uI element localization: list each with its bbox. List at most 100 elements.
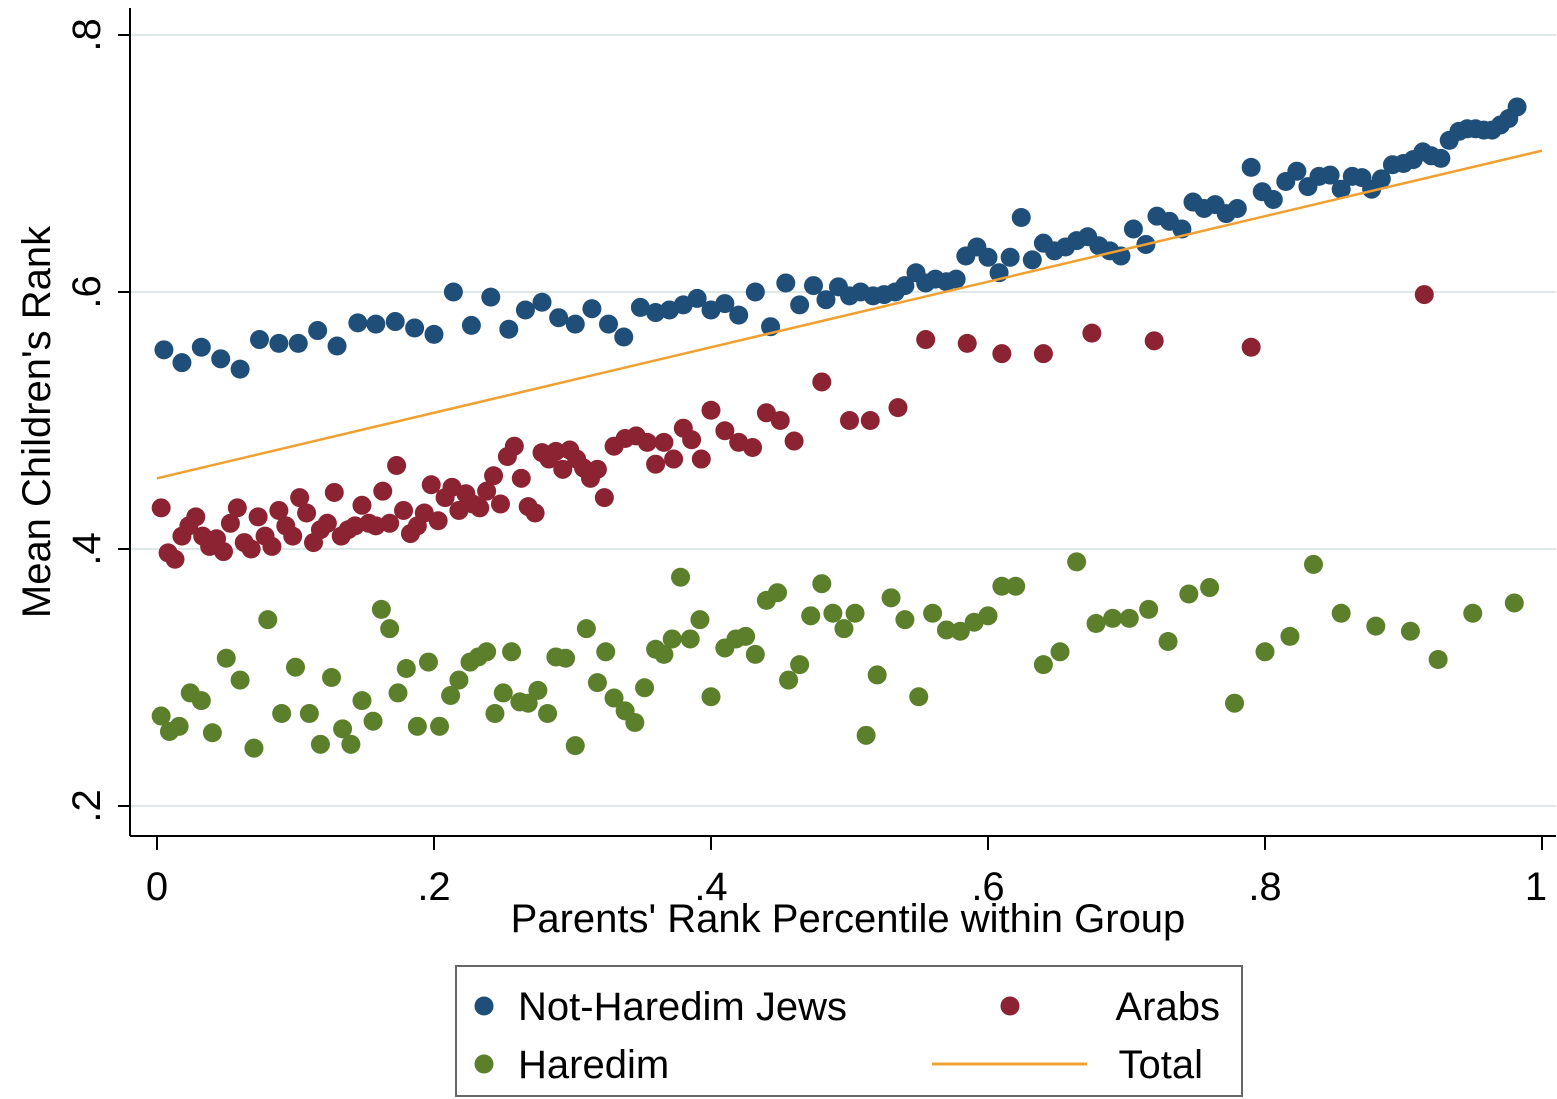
point-arabs-21 xyxy=(297,503,317,523)
point-not-haredim-jews-18 xyxy=(499,319,519,339)
point-arabs-74 xyxy=(691,449,711,469)
legend-label-arabs: Arabs xyxy=(1116,985,1221,1029)
point-haredim-63 xyxy=(801,606,821,626)
point-arabs-80 xyxy=(770,411,790,430)
point-arabs-38 xyxy=(414,503,434,523)
x-tick-label-0: 0 xyxy=(146,865,168,909)
point-haredim-73 xyxy=(923,603,943,623)
y-tick-label-0: .2 xyxy=(65,789,109,822)
point-haredim-74 xyxy=(936,620,956,640)
point-arabs-89 xyxy=(1033,344,1053,364)
point-arabs-13 xyxy=(241,539,261,559)
point-arabs-0 xyxy=(151,498,171,518)
point-arabs-91 xyxy=(1144,331,1164,351)
point-arabs-17 xyxy=(269,500,289,520)
y-axis-title: Mean Children's Rank xyxy=(15,225,59,618)
point-not-haredim-jews-13 xyxy=(405,318,425,338)
point-haredim-62 xyxy=(790,655,810,675)
point-haredim-14 xyxy=(322,668,342,687)
point-haredim-26 xyxy=(441,685,461,705)
point-arabs-75 xyxy=(701,400,721,420)
point-haredim-86 xyxy=(1139,599,1159,619)
point-arabs-47 xyxy=(477,481,497,501)
point-arabs-11 xyxy=(227,498,247,518)
point-not-haredim-jews-15 xyxy=(443,282,463,302)
point-arabs-73 xyxy=(682,430,702,450)
point-haredim-69 xyxy=(867,665,887,685)
point-not-haredim-jews-34 xyxy=(745,282,765,302)
point-haredim-72 xyxy=(909,687,929,707)
point-haredim-39 xyxy=(556,648,576,668)
point-haredim-13 xyxy=(310,734,330,754)
point-not-haredim-jews-51 xyxy=(946,269,966,289)
point-haredim-58 xyxy=(745,644,765,664)
point-not-haredim-jews-89 xyxy=(1371,169,1391,189)
point-haredim-51 xyxy=(671,567,691,587)
point-haredim-23 xyxy=(407,716,427,736)
point-arabs-48 xyxy=(484,466,504,486)
point-arabs-64 xyxy=(594,488,614,508)
point-haredim-15 xyxy=(333,719,353,739)
point-arabs-19 xyxy=(283,526,303,546)
legend-marker-arabs xyxy=(1000,996,1020,1016)
x-tick-label-5: 1 xyxy=(1525,865,1547,909)
point-arabs-90 xyxy=(1082,323,1102,343)
point-arabs-54 xyxy=(525,503,545,523)
point-haredim-37 xyxy=(538,703,558,723)
point-arabs-16 xyxy=(262,536,282,556)
point-haredim-8 xyxy=(244,738,264,758)
point-haredim-71 xyxy=(895,610,915,630)
y-tick-label-3: .8 xyxy=(65,18,109,51)
point-not-haredim-jews-25 xyxy=(614,327,634,347)
point-arabs-57 xyxy=(546,441,566,461)
point-not-haredim-jews-81 xyxy=(1287,161,1307,181)
point-haredim-47 xyxy=(635,678,655,698)
point-not-haredim-jews-76 xyxy=(1227,198,1247,218)
point-not-haredim-jews-7 xyxy=(288,333,308,353)
point-not-haredim-jews-20 xyxy=(532,292,552,312)
point-not-haredim-jews-46 xyxy=(895,276,915,296)
point-haredim-94 xyxy=(1331,603,1351,623)
point-not-haredim-jews-37 xyxy=(790,295,810,315)
point-not-haredim-jews-16 xyxy=(461,315,481,335)
y-tick-label-1: .4 xyxy=(65,532,109,565)
point-not-haredim-jews-14 xyxy=(424,324,444,344)
point-haredim-11 xyxy=(286,657,305,677)
legend-label-not-haredim-jews: Not-Haredim Jews xyxy=(518,985,847,1029)
point-arabs-33 xyxy=(380,513,400,533)
series-not-haredim-jews xyxy=(154,97,1527,379)
point-arabs-25 xyxy=(324,482,344,502)
legend-label-haredim: Haredim xyxy=(518,1043,669,1087)
point-arabs-69 xyxy=(646,454,666,474)
point-haredim-31 xyxy=(485,703,505,723)
point-haredim-50 xyxy=(662,629,682,649)
point-haredim-36 xyxy=(528,680,548,700)
point-arabs-70 xyxy=(654,432,674,452)
series-total xyxy=(156,149,1543,480)
point-haredim-21 xyxy=(388,683,408,703)
point-not-haredim-jews-12 xyxy=(385,312,405,332)
point-haredim-92 xyxy=(1280,626,1300,646)
point-not-haredim-jews-79 xyxy=(1263,189,1283,209)
x-axis-title: Parents' Rank Percentile within Group xyxy=(511,897,1186,941)
point-not-haredim-jews-33 xyxy=(729,305,749,325)
point-haredim-61 xyxy=(779,670,799,690)
point-not-haredim-jews-38 xyxy=(803,276,823,296)
point-haredim-33 xyxy=(502,642,522,662)
point-haredim-6 xyxy=(216,648,236,668)
point-not-haredim-jews-84 xyxy=(1320,165,1340,185)
point-not-haredim-jews-30 xyxy=(687,288,707,308)
point-arabs-81 xyxy=(784,431,804,451)
point-not-haredim-jews-77 xyxy=(1241,157,1261,177)
point-not-haredim-jews-57 xyxy=(1011,207,1031,227)
point-haredim-85 xyxy=(1119,608,1139,628)
point-arabs-40 xyxy=(428,511,448,531)
point-not-haredim-jews-24 xyxy=(599,314,619,334)
point-haredim-7 xyxy=(230,670,250,690)
legend-box xyxy=(455,965,1243,1097)
point-arabs-87 xyxy=(957,333,977,353)
series-haredim xyxy=(151,552,1524,758)
point-haredim-65 xyxy=(823,603,843,623)
point-haredim-16 xyxy=(341,734,361,754)
